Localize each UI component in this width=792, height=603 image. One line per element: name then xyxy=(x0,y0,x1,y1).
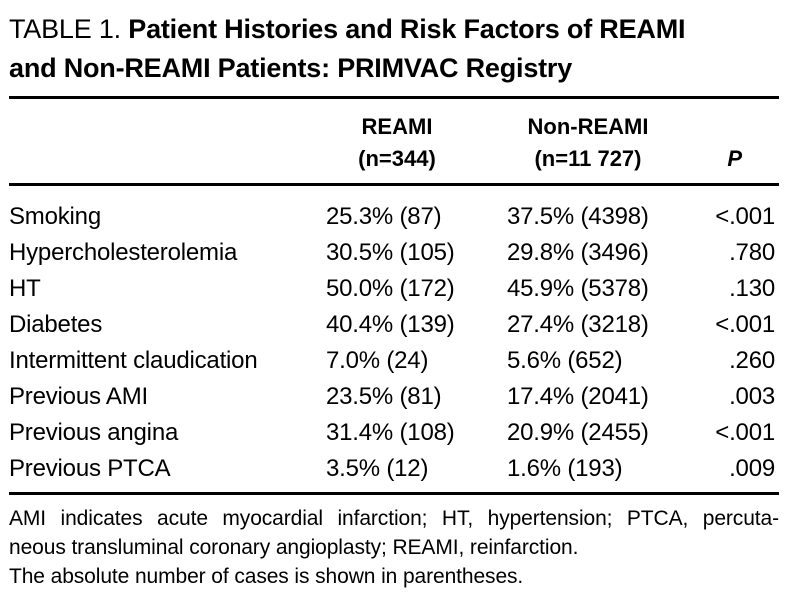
table-row: Intermittent claudication 7.0% (24) 5.6%… xyxy=(9,343,779,379)
reami-value: 50.0% (172) xyxy=(326,275,455,302)
p-value: <.001 xyxy=(715,419,775,446)
table-title-line1: Patient Histories and Risk Factors of RE… xyxy=(128,14,686,44)
reami-value: 7.0% (24) xyxy=(326,347,429,374)
table-header-row: REAMI (n=344) Non-REAMI (n=11 727) P xyxy=(9,99,779,183)
row-label: Previous AMI xyxy=(9,383,148,410)
p-header-label: P xyxy=(727,146,742,171)
table-title-line2: and Non-REAMI Patients: PRIMVAC Registry xyxy=(9,53,573,83)
table-row: Diabetes 40.4% (139) 27.4% (3218) <.001 xyxy=(9,307,779,343)
footnote-line2: neous transluminal coronary angioplasty;… xyxy=(9,536,579,559)
row-label: Diabetes xyxy=(9,311,103,338)
column-header-non-reami: Non-REAMI (n=11 727) xyxy=(507,111,674,175)
bottom-rule xyxy=(9,492,779,495)
table-row: Previous AMI 23.5% (81) 17.4% (2041) .00… xyxy=(9,379,779,415)
row-label: Hypercholesterolemia xyxy=(9,239,238,266)
row-label: Smoking xyxy=(9,203,101,230)
non-reami-value: 20.9% (2455) xyxy=(507,419,649,446)
non-reami-value: 37.5% (4398) xyxy=(507,203,649,230)
p-value: <.001 xyxy=(715,203,775,230)
table-row: HT 50.0% (172) 45.9% (5378) .130 xyxy=(9,271,779,307)
p-value: .130 xyxy=(729,275,775,302)
non-reami-value: 5.6% (652) xyxy=(507,347,623,374)
top-rule xyxy=(9,96,779,99)
reami-value: 40.4% (139) xyxy=(326,311,455,338)
non-reami-value: 27.4% (3218) xyxy=(507,311,649,338)
footnote-line3: The absolute number of cases is shown in… xyxy=(9,565,524,588)
non-reami-header-line2: (n=11 727) xyxy=(534,146,642,171)
table-title: TABLE 1. Patient Histories and Risk Fact… xyxy=(9,10,779,88)
non-reami-header-line1: Non-REAMI xyxy=(527,114,649,139)
p-value: .009 xyxy=(729,455,775,482)
table-row: Smoking 25.3% (87) 37.5% (4398) <.001 xyxy=(9,199,779,235)
reami-value: 3.5% (12) xyxy=(326,455,429,482)
reami-value: 30.5% (105) xyxy=(326,239,455,266)
header-spacer xyxy=(9,111,326,175)
reami-value: 25.3% (87) xyxy=(326,203,442,230)
reami-value: 31.4% (108) xyxy=(326,419,455,446)
footnote: AMI indicates acute myocardial infarctio… xyxy=(9,504,779,591)
column-header-reami: REAMI (n=344) xyxy=(326,111,507,175)
p-value: <.001 xyxy=(715,311,775,338)
non-reami-value: 29.8% (3496) xyxy=(507,239,649,266)
non-reami-value: 1.6% (193) xyxy=(507,455,623,482)
footnote-line1: AMI indicates acute myocardial infarctio… xyxy=(9,507,779,530)
header-rule xyxy=(9,183,779,186)
row-label: Previous angina xyxy=(9,419,179,446)
non-reami-value: 45.9% (5378) xyxy=(507,275,649,302)
p-value: .260 xyxy=(729,347,775,374)
table-row: Hypercholesterolemia 30.5% (105) 29.8% (… xyxy=(9,235,779,271)
table-number: TABLE 1. xyxy=(9,14,121,44)
reami-value: 23.5% (81) xyxy=(326,383,442,410)
table-row: Previous PTCA 3.5% (12) 1.6% (193) .009 xyxy=(9,451,779,487)
p-value: .780 xyxy=(729,239,775,266)
non-reami-value: 17.4% (2041) xyxy=(507,383,649,410)
row-label: HT xyxy=(9,275,41,302)
reami-header-line1: REAMI xyxy=(361,114,433,139)
reami-header-line2: (n=344) xyxy=(358,146,436,171)
p-value: .003 xyxy=(729,383,775,410)
row-label: Previous PTCA xyxy=(9,455,171,482)
table-body: Smoking 25.3% (87) 37.5% (4398) <.001 Hy… xyxy=(9,186,779,487)
column-header-p: P xyxy=(674,111,779,175)
table-row: Previous angina 31.4% (108) 20.9% (2455)… xyxy=(9,415,779,451)
row-label: Intermittent claudication xyxy=(9,347,258,374)
